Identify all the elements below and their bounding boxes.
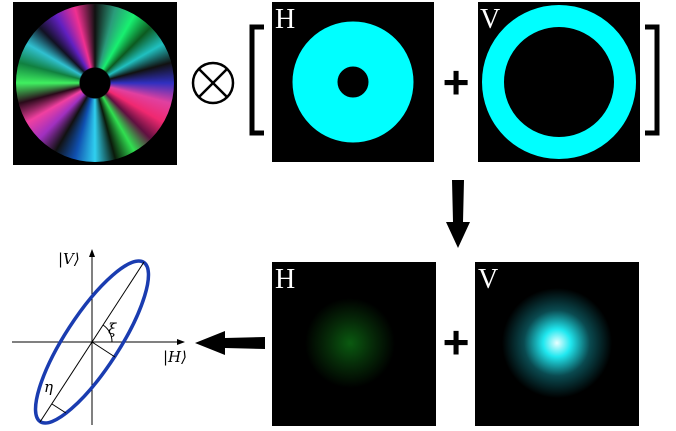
h-axis-label: |H⟩ [163,348,187,366]
down-arrow [446,180,470,248]
v-spot [502,288,612,398]
tensor-symbol [191,61,235,105]
left-arrow [195,331,265,355]
panel-label: V [480,4,500,35]
panel-label: H [275,264,295,295]
phase-disk [16,4,174,162]
v-ring [482,5,636,159]
plus: + [443,56,470,108]
h-spot [305,298,395,388]
v-axis-label: |V⟩ [58,250,80,268]
polarization-ellipse [12,249,185,425]
h-donut [292,21,414,143]
plus: + [443,316,470,368]
eta-label: η [44,378,53,396]
right-bracket [645,24,660,136]
panel-label: H [275,4,295,35]
panel-label: V [478,264,498,295]
vortex-phase-image [13,2,177,165]
xi-label: ξ [108,320,117,338]
left-bracket [249,24,264,136]
